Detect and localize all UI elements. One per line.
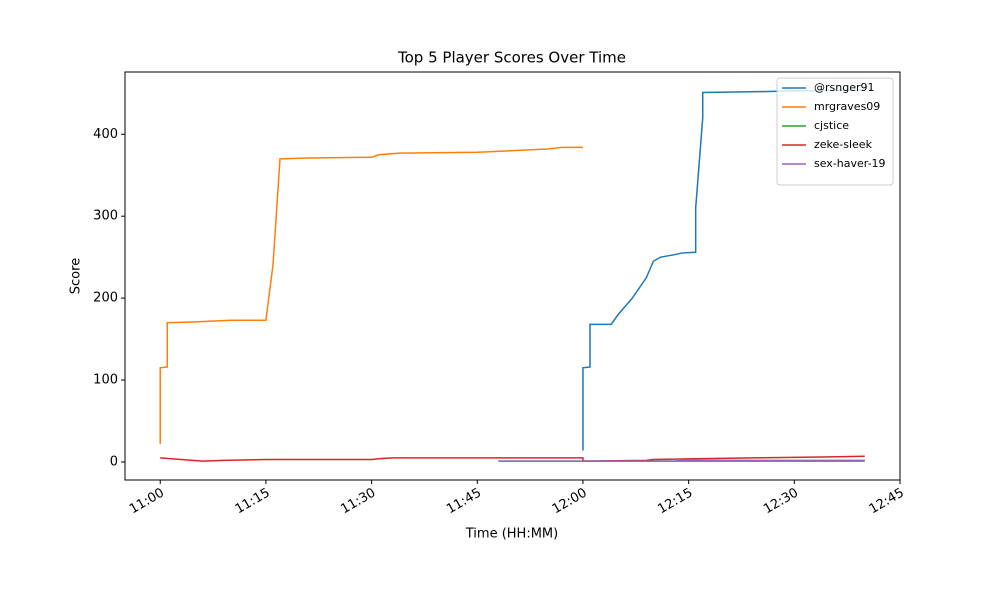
plot-frame: [124, 71, 901, 481]
chart-title: Top 5 Player Scores Over Time: [397, 49, 626, 67]
y-tick-label: 300: [93, 209, 118, 224]
legend-label: sex-haver-19: [814, 157, 886, 170]
x-tick-label: 12:00: [550, 486, 590, 518]
legend-box: [776, 77, 894, 186]
x-tick-label: 12:15: [655, 486, 695, 518]
legend-label: zeke-sleek: [814, 138, 873, 151]
y-tick-label: 0: [110, 454, 118, 469]
series-line: [159, 146, 583, 444]
legend-label: mrgraves09: [814, 100, 880, 113]
x-tick-label: 11:45: [444, 486, 484, 518]
x-tick-label: 12:30: [761, 486, 801, 518]
series-line: [582, 89, 865, 451]
y-tick-label: 200: [93, 291, 118, 306]
legend-label: @rsnger91: [814, 81, 875, 94]
series-line: [160, 455, 865, 462]
legend: @rsnger91 mrgraves09 cjstice zeke-sleek sex-…: [776, 77, 894, 186]
x-tick-label: 11:15: [233, 486, 273, 518]
series-line: [498, 459, 865, 462]
y-tick-label: 400: [93, 127, 118, 142]
x-axis-label: Time (HH:MM): [465, 527, 558, 542]
legend-label: cjstice: [814, 119, 849, 132]
y-axis-label: Score: [69, 258, 84, 294]
x-tick-label: 11:00: [127, 486, 167, 518]
x-tick-label: 11:30: [338, 486, 378, 518]
y-tick-label: 100: [93, 373, 118, 388]
x-tick-label: 12:45: [867, 486, 907, 518]
